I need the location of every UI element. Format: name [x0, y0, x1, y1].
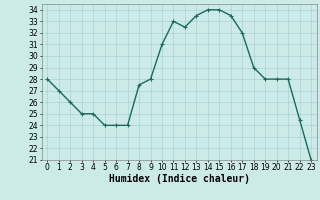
X-axis label: Humidex (Indice chaleur): Humidex (Indice chaleur) — [109, 174, 250, 184]
